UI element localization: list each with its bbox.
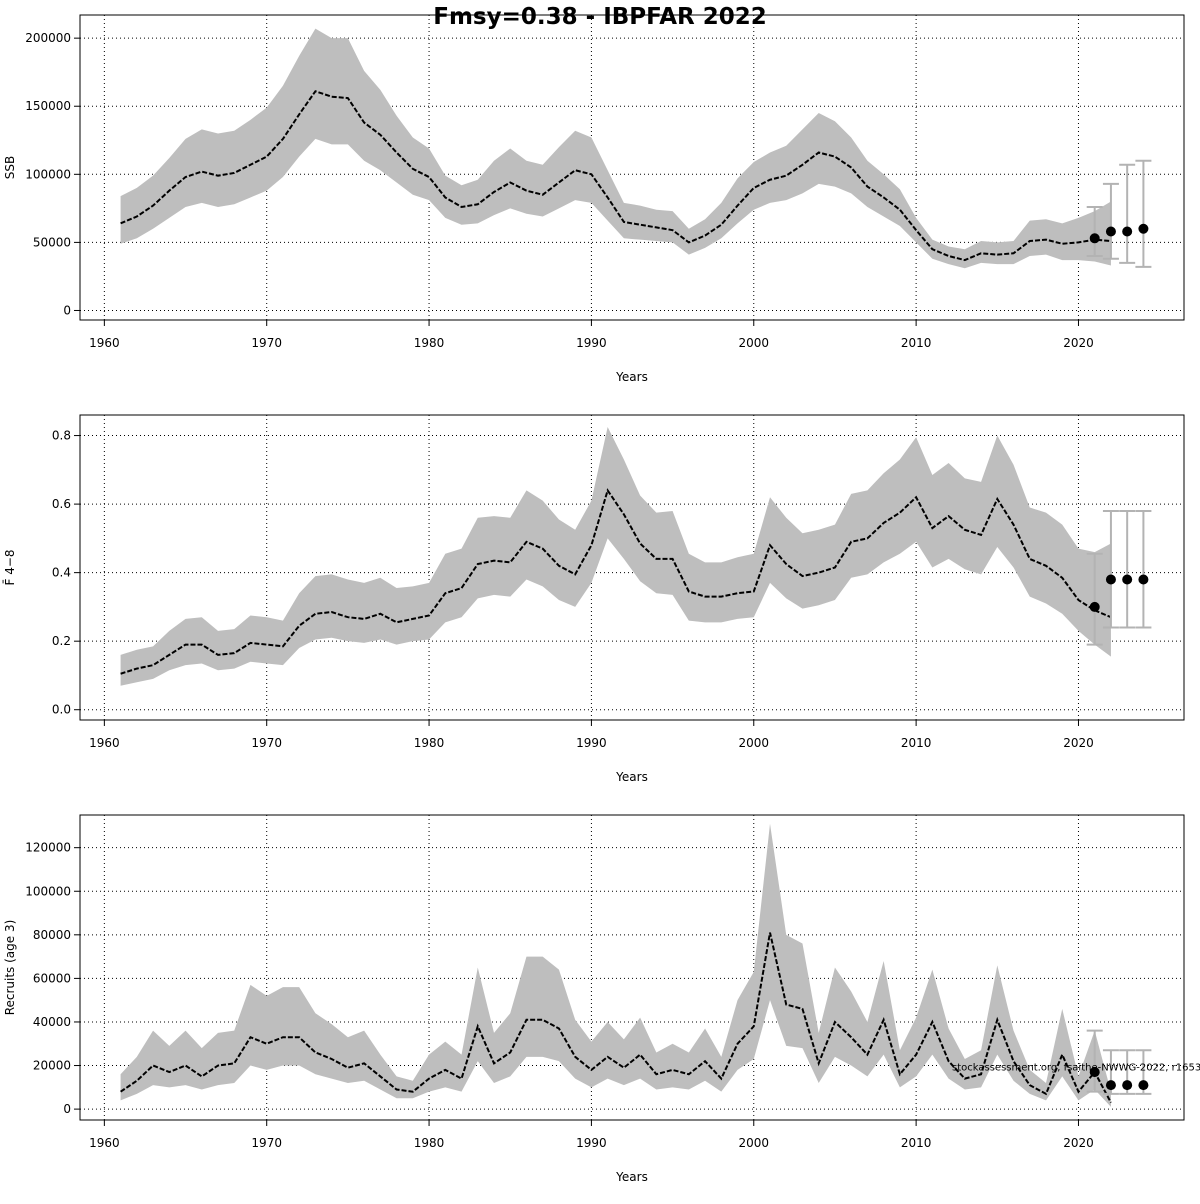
- x-tick-label: 2020: [1063, 1136, 1094, 1150]
- x-axis-label: Years: [615, 370, 648, 384]
- plot-frame: [79, 14, 1185, 321]
- median-line: [120, 90, 1112, 262]
- x-tick-label: 1960: [89, 1136, 120, 1150]
- median-line: [120, 932, 1112, 1104]
- x-tick-label: 2010: [901, 1136, 932, 1150]
- projection-point: [1122, 226, 1133, 237]
- x-tick-label: 2010: [901, 736, 932, 750]
- x-tick-label: 1960: [89, 336, 120, 350]
- projection-point: [1089, 1067, 1100, 1078]
- y-tick-label: 40000: [33, 1015, 71, 1029]
- x-tick-label: 1970: [251, 336, 282, 350]
- confidence-band: [120, 28, 1111, 269]
- y-tick-label: 0.6: [52, 497, 71, 511]
- projection-point: [1138, 1080, 1149, 1091]
- y-tick-label: 100000: [25, 884, 71, 898]
- projection-point: [1138, 223, 1149, 234]
- x-tick-label: 1970: [251, 1136, 282, 1150]
- y-tick-label: 100000: [25, 167, 71, 181]
- x-tick-label: 1960: [89, 736, 120, 750]
- y-tick-label: 0: [63, 303, 71, 317]
- projection-point: [1105, 226, 1116, 237]
- panel-1: 1960 1970 1980 1990 2000 2010 2020 0 50000 100000…: [3, 14, 1185, 384]
- x-tick-label: 1980: [414, 1136, 445, 1150]
- y-tick-label: 50000: [33, 235, 71, 249]
- chart-title: Fmsy=0.38 - IBPFAR 2022: [433, 4, 767, 30]
- y-tick-label: 80000: [33, 928, 71, 942]
- y-tick-label: 20000: [33, 1059, 71, 1073]
- x-tick-label: 2010: [901, 336, 932, 350]
- confidence-band: [120, 823, 1111, 1107]
- x-tick-label: 1980: [414, 336, 445, 350]
- y-tick-label: 0: [63, 1102, 71, 1116]
- y-tick-label: 0.8: [52, 429, 71, 443]
- y-tick-label: 60000: [33, 971, 71, 985]
- y-tick-label: 120000: [25, 841, 71, 855]
- y-axis-label: Recruits (age 3): [3, 920, 17, 1016]
- projection-point: [1089, 601, 1100, 612]
- x-axis-label: Years: [615, 1170, 648, 1184]
- x-tick-label: 2000: [738, 336, 769, 350]
- x-tick-label: 1990: [576, 736, 607, 750]
- y-tick-label: 0.0: [52, 703, 71, 717]
- projection-point: [1122, 574, 1133, 585]
- plot-frame: [79, 814, 1185, 1121]
- x-tick-label: 2020: [1063, 336, 1094, 350]
- confidence-band: [120, 426, 1111, 686]
- panel-2: 1960 1970 1980 1990 2000 2010 2020 0.0 0.2 0.4 0.6…: [3, 414, 1185, 784]
- y-axis-label: F̄ 4−8: [3, 549, 17, 585]
- plot-frame: [79, 414, 1185, 721]
- projection-point: [1138, 574, 1149, 585]
- y-axis-label: SSB: [3, 156, 17, 179]
- x-tick-label: 1990: [576, 1136, 607, 1150]
- x-axis-label: Years: [615, 770, 648, 784]
- projection-point: [1105, 1080, 1116, 1091]
- projection-point: [1089, 233, 1100, 244]
- y-tick-label: 150000: [25, 99, 71, 113]
- y-tick-label: 200000: [25, 31, 71, 45]
- x-tick-label: 1970: [251, 736, 282, 750]
- projection-point: [1105, 574, 1116, 585]
- projection-point: [1122, 1080, 1133, 1091]
- y-tick-label: 0.2: [52, 634, 71, 648]
- watermark-annotation: stockassessment.org, fsaithe-NWWG-2022, …: [952, 1063, 1200, 1074]
- median-line: [120, 488, 1112, 675]
- y-tick-label: 0.4: [52, 566, 71, 580]
- x-tick-label: 2000: [738, 736, 769, 750]
- x-tick-label: 2020: [1063, 736, 1094, 750]
- x-tick-label: 1980: [414, 736, 445, 750]
- x-tick-label: 2000: [738, 1136, 769, 1150]
- panel-3: 1960 1970 1980 1990 2000 2010 2020 0 20000 40000 6…: [3, 814, 1200, 1184]
- x-tick-label: 1990: [576, 336, 607, 350]
